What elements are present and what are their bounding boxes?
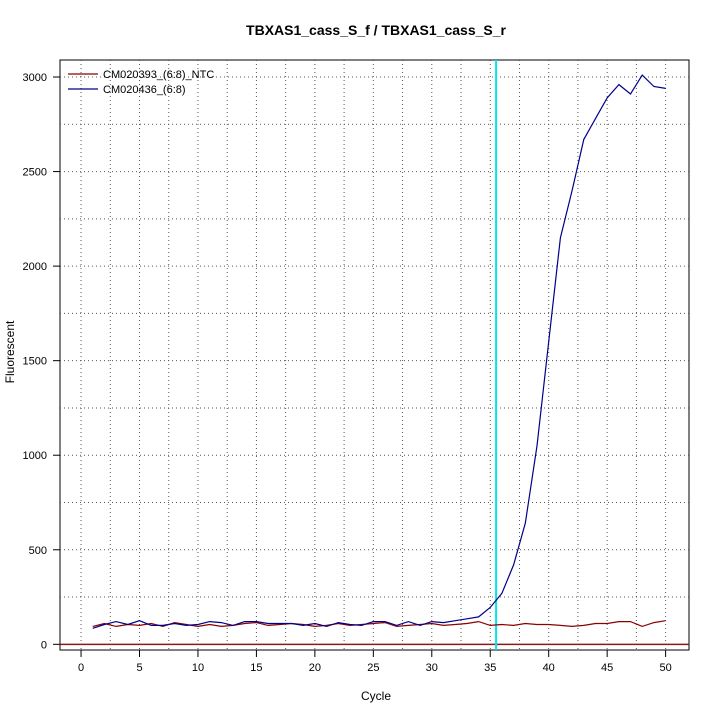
y-tick-label: 1500 [23, 356, 47, 368]
x-tick-label: 15 [250, 662, 262, 674]
y-tick-label: 2000 [23, 261, 47, 273]
y-tick-label: 2500 [23, 167, 47, 179]
series-group [92, 74, 666, 629]
x-tick-label: 30 [426, 662, 438, 674]
y-tick-label: 0 [41, 639, 47, 651]
y-tick-label: 3000 [23, 72, 47, 84]
y-tick-label: 1000 [23, 450, 47, 462]
x-tick-label: 10 [192, 662, 204, 674]
y-axis: 0 500 1000 1500 2000 2500 3000 [23, 72, 60, 651]
grid-lines [60, 60, 689, 650]
x-tick-label: 5 [136, 662, 142, 674]
x-tick-label: 40 [543, 662, 555, 674]
x-tick-label: 20 [309, 662, 321, 674]
x-tick-label: 25 [367, 662, 379, 674]
legend: CM020393_(6:8)_NTC CM020436_(6:8) [68, 69, 214, 96]
x-tick-label: 50 [659, 662, 671, 674]
series-line-2 [92, 74, 666, 629]
x-tick-label: 45 [601, 662, 613, 674]
plot-frame [59, 59, 690, 651]
x-axis: 0 5 10 15 20 25 30 35 40 45 50 [78, 650, 672, 674]
x-tick-label: 0 [78, 662, 84, 674]
x-tick-label: 35 [484, 662, 496, 674]
y-axis-label: Fluorescent [3, 320, 17, 383]
chart-title: TBXAS1_cass_S_f / TBXAS1_cass_S_r [246, 22, 506, 38]
x-axis-label: Cycle [361, 689, 391, 703]
y-tick-label: 500 [29, 545, 47, 557]
legend-label: CM020436_(6:8) [103, 84, 186, 96]
legend-label: CM020393_(6:8)_NTC [103, 69, 214, 81]
